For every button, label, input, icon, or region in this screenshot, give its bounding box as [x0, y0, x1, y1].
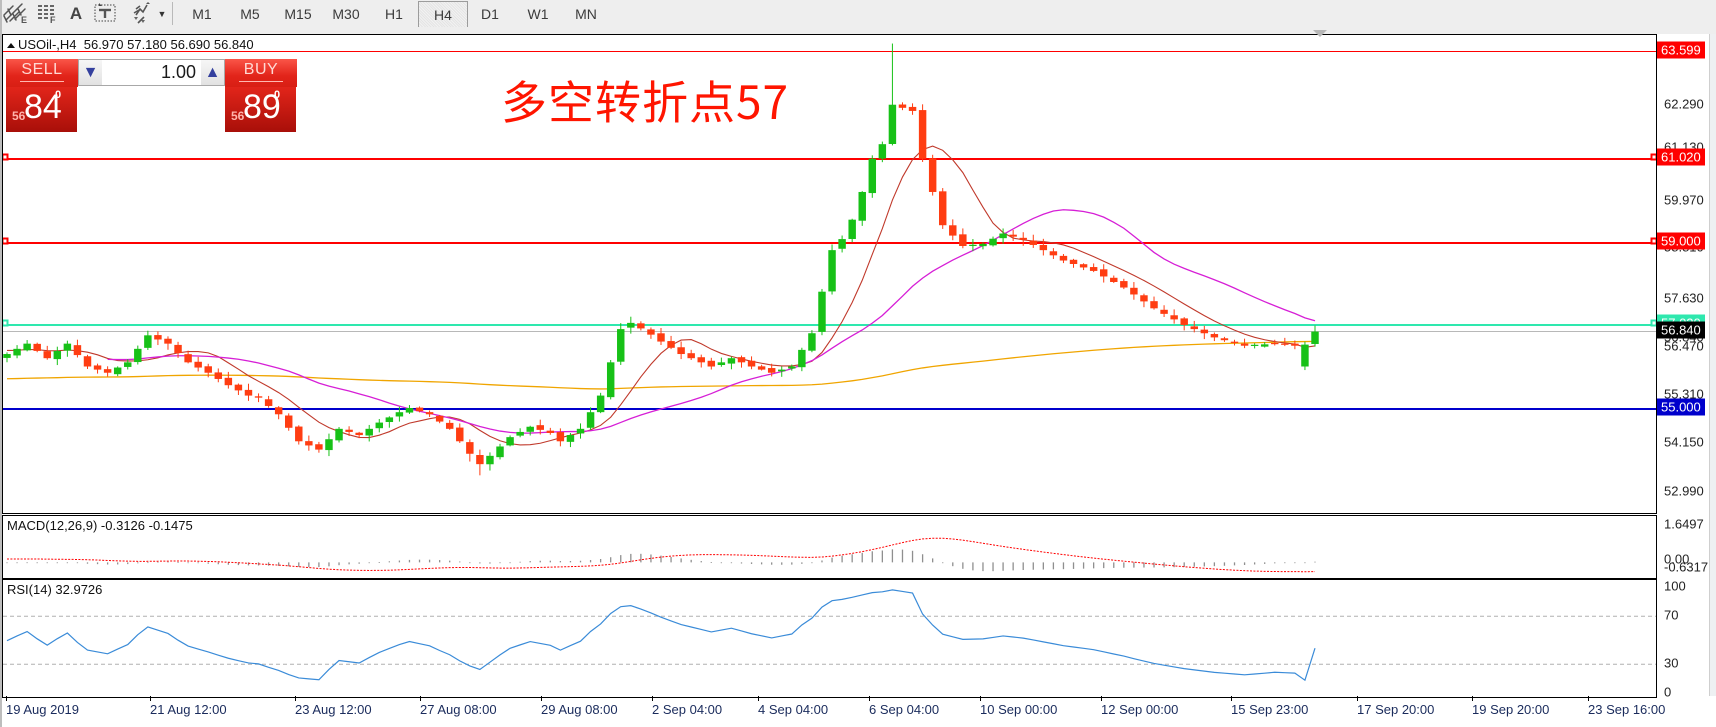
svg-text:E: E	[21, 15, 27, 25]
svg-text:F: F	[50, 15, 56, 25]
